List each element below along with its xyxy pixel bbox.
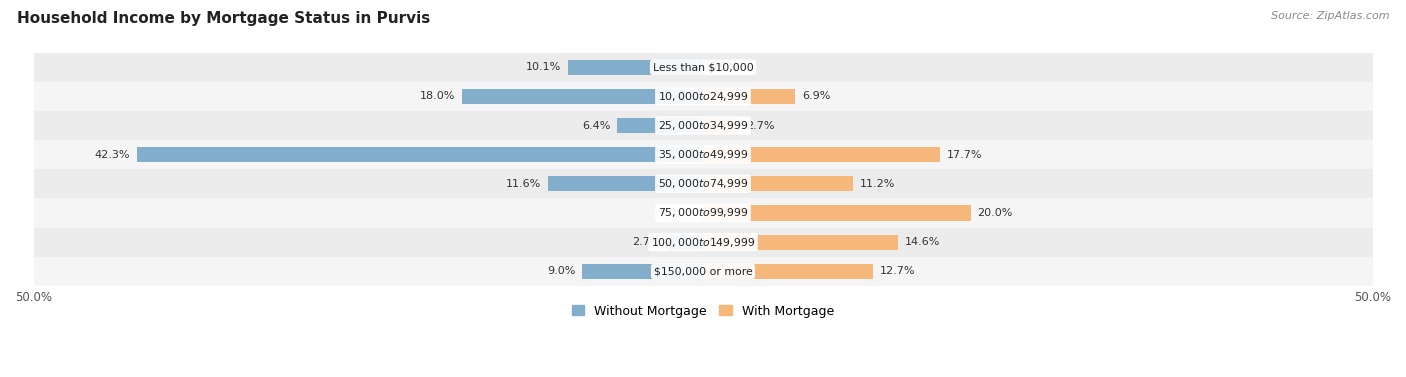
Text: Household Income by Mortgage Status in Purvis: Household Income by Mortgage Status in P… <box>17 11 430 26</box>
Text: 6.4%: 6.4% <box>582 121 610 130</box>
Bar <box>703 118 740 133</box>
Text: 12.7%: 12.7% <box>880 266 915 276</box>
Bar <box>548 176 703 192</box>
Bar <box>34 111 1372 140</box>
Text: 11.6%: 11.6% <box>506 179 541 189</box>
Bar <box>703 89 796 104</box>
Text: 0.0%: 0.0% <box>710 62 738 72</box>
Text: 18.0%: 18.0% <box>420 91 456 101</box>
Bar <box>34 53 1372 82</box>
Bar <box>463 89 703 104</box>
Legend: Without Mortgage, With Mortgage: Without Mortgage, With Mortgage <box>568 301 838 322</box>
Text: 6.9%: 6.9% <box>801 91 831 101</box>
Bar <box>34 169 1372 198</box>
Text: $10,000 to $24,999: $10,000 to $24,999 <box>658 90 748 103</box>
Bar <box>666 234 703 250</box>
Text: 11.2%: 11.2% <box>859 179 896 189</box>
Text: $25,000 to $34,999: $25,000 to $34,999 <box>658 119 748 132</box>
Bar <box>34 140 1372 169</box>
Text: Source: ZipAtlas.com: Source: ZipAtlas.com <box>1271 11 1389 21</box>
Bar <box>136 147 703 162</box>
Bar <box>703 205 970 221</box>
Bar <box>34 82 1372 111</box>
Bar <box>703 147 941 162</box>
Bar <box>34 198 1372 228</box>
Text: 42.3%: 42.3% <box>94 150 129 160</box>
Bar <box>703 234 898 250</box>
Text: 2.7%: 2.7% <box>745 121 775 130</box>
Text: $100,000 to $149,999: $100,000 to $149,999 <box>651 236 755 248</box>
Text: Less than $10,000: Less than $10,000 <box>652 62 754 72</box>
Text: 17.7%: 17.7% <box>946 150 983 160</box>
Bar <box>703 176 853 192</box>
Bar <box>568 60 703 75</box>
Bar <box>617 118 703 133</box>
Text: $35,000 to $49,999: $35,000 to $49,999 <box>658 148 748 161</box>
Text: 2.7%: 2.7% <box>631 237 661 247</box>
Text: 14.6%: 14.6% <box>905 237 941 247</box>
Text: $150,000 or more: $150,000 or more <box>654 266 752 276</box>
Bar <box>34 228 1372 257</box>
Text: 9.0%: 9.0% <box>547 266 576 276</box>
Bar <box>703 264 873 279</box>
Text: $50,000 to $74,999: $50,000 to $74,999 <box>658 177 748 190</box>
Text: 20.0%: 20.0% <box>977 208 1012 218</box>
Bar <box>34 257 1372 286</box>
Text: $75,000 to $99,999: $75,000 to $99,999 <box>658 207 748 219</box>
Text: 0.0%: 0.0% <box>668 208 696 218</box>
Text: 10.1%: 10.1% <box>526 62 561 72</box>
Bar <box>582 264 703 279</box>
